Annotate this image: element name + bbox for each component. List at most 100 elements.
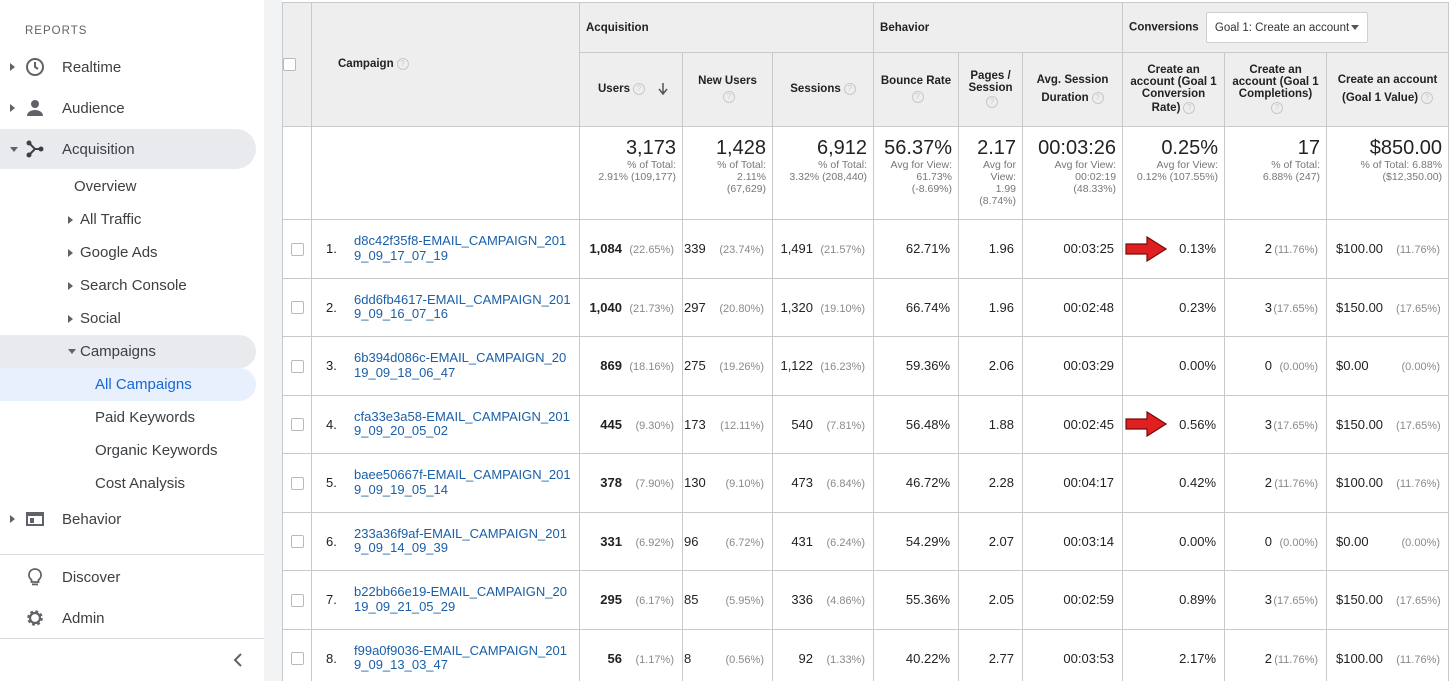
sidebar-item-campaigns[interactable]: Campaigns — [0, 335, 256, 368]
sidebar-item-realtime[interactable]: Realtime — [0, 47, 256, 87]
new-users-value: 130 — [684, 475, 706, 491]
total-caption: Avg for View: — [890, 159, 953, 171]
col-pages-label-1: Pages / — [970, 70, 1011, 83]
totals-row: 3,173 % of Total: 2.91% (109,177) 1,428 … — [282, 126, 1450, 220]
row-checkbox[interactable] — [290, 593, 304, 607]
avg-duration-cell: 00:02:59 — [1022, 570, 1124, 630]
campaign-link[interactable]: baee50667f-EMAIL_CAMPAIGN_2019_09_19_05_… — [354, 467, 571, 497]
conversion-rate-cell: 0.42% — [1122, 453, 1226, 513]
col-bounce-rate[interactable]: Bounce Rate ? — [873, 52, 960, 127]
sidebar-divider — [0, 638, 264, 639]
pages-session-cell: 2.77 — [958, 628, 1024, 681]
table-row: 2. 6dd6fb4617-EMAIL_CAMPAIGN_2019_09_16_0… — [282, 277, 1450, 337]
sidebar-item-audience[interactable]: Audience — [0, 88, 256, 128]
col-new-users[interactable]: New Users ? — [682, 52, 773, 127]
row-select-cell — [282, 277, 312, 337]
row-index: 5. — [326, 475, 337, 491]
sessions-value: 336 — [791, 592, 814, 608]
users-cell: 295 (6.17%) — [579, 570, 683, 630]
sidebar-item-behavior[interactable]: Behavior — [0, 499, 256, 539]
col-goal-value[interactable]: Create an account (Goal 1 Value)? — [1326, 52, 1450, 127]
help-icon[interactable]: ? — [723, 91, 735, 104]
sessions-value: 1,320 — [780, 299, 814, 315]
campaign-link[interactable]: 233a36f9af-EMAIL_CAMPAIGN_2019_09_14_09_… — [354, 525, 567, 556]
campaign-link[interactable]: d8c42f35f8-EMAIL_CAMPAIGN_2019_09_17_07_… — [354, 233, 567, 263]
users-cell: 1,084 (22.65%) — [579, 219, 683, 279]
sidebar-item-paid-keywords[interactable]: Paid Keywords — [0, 401, 256, 434]
sidebar-item-discover[interactable]: Discover — [0, 557, 256, 597]
sessions-pct: (6.84%) — [826, 478, 866, 491]
bounce-rate-cell: 56.48% — [873, 394, 960, 454]
sidebar-item-search-console[interactable]: Search Console — [0, 269, 256, 302]
sidebar-item-label: Search Console — [80, 277, 187, 294]
row-checkbox[interactable] — [290, 301, 304, 315]
avg-duration-cell: 00:03:29 — [1022, 336, 1124, 396]
col-campaign-label: Campaign — [338, 58, 394, 71]
row-checkbox[interactable] — [290, 476, 304, 490]
users-value: 378 — [600, 475, 622, 491]
col-sessions[interactable]: Sessions? — [771, 52, 875, 127]
row-checkbox[interactable] — [290, 418, 304, 432]
goal-value: $100.00 — [1336, 650, 1384, 666]
col-completions[interactable]: Create an account (Goal 1 Completions) ? — [1224, 52, 1328, 127]
caret-right-icon — [68, 215, 73, 224]
users-pct: (22.65%) — [629, 244, 674, 257]
col-users[interactable]: Users? — [579, 52, 683, 127]
help-icon[interactable]: ? — [986, 96, 999, 109]
campaign-link[interactable]: 6b394d086c-EMAIL_CAMPAIGN_2019_09_18_06_… — [354, 350, 567, 380]
col-comp-label-3: Completions) — [1238, 88, 1313, 101]
row-checkbox[interactable] — [290, 652, 304, 666]
sidebar-item-overview[interactable]: Overview — [0, 170, 256, 203]
collapse-sidebar-button[interactable] — [228, 650, 248, 670]
help-icon[interactable]: ? — [632, 83, 645, 96]
sort-descending-icon[interactable] — [658, 83, 668, 96]
reports-section-label: REPORTS — [25, 25, 88, 37]
sidebar-item-all-traffic[interactable]: All Traffic — [0, 203, 256, 236]
bounce-rate-cell: 54.29% — [873, 511, 960, 571]
campaign-link[interactable]: f99a0f9036-EMAIL_CAMPAIGN_2019_09_13_03_… — [354, 642, 567, 673]
total-caption: 0.12% (107.55%) — [1136, 171, 1219, 183]
completions-cell: 0 (0.00%) — [1224, 511, 1328, 571]
col-conversion-rate[interactable]: Create an account (Goal 1 Conversion Rat… — [1122, 52, 1226, 127]
new-users-value: 173 — [684, 416, 706, 432]
red-arrow-icon — [1125, 235, 1168, 262]
campaign-link[interactable]: b22bb66e19-EMAIL_CAMPAIGN_2019_09_21_05_… — [354, 584, 567, 614]
help-icon[interactable]: ? — [1091, 92, 1104, 105]
help-icon[interactable]: ? — [911, 91, 924, 104]
select-all-checkbox[interactable] — [283, 58, 296, 71]
sidebar-item-all-campaigns[interactable]: All Campaigns — [0, 368, 256, 401]
bounce-rate-cell: 66.74% — [873, 277, 960, 337]
conversion-rate-value: 0.00% — [1179, 533, 1217, 549]
completions-pct: (17.65%) — [1273, 595, 1319, 608]
avg-duration-cell: 00:02:45 — [1022, 394, 1124, 454]
col-pages-session[interactable]: Pages / Session ? — [958, 52, 1024, 127]
sidebar-item-acquisition[interactable]: Acquisition — [0, 129, 256, 169]
campaign-link[interactable]: cfa33e3a58-EMAIL_CAMPAIGN_2019_09_20_05_… — [354, 408, 570, 439]
users-cell: 1,040 (21.73%) — [579, 277, 683, 337]
campaign-link[interactable]: 6dd6fb4617-EMAIL_CAMPAIGN_2019_09_16_07_… — [354, 291, 571, 322]
sidebar-item-admin[interactable]: Admin — [0, 598, 256, 638]
help-icon[interactable]: ? — [1183, 102, 1196, 115]
row-checkbox[interactable] — [290, 535, 304, 549]
help-icon[interactable]: ? — [396, 58, 409, 71]
avg-duration-cell: 00:03:14 — [1022, 511, 1124, 571]
total-sessions: 6,912 % of Total: 3.32% (208,440) — [771, 126, 875, 220]
goal-select-dropdown[interactable]: Goal 1: Create an account — [1205, 12, 1368, 43]
help-icon[interactable]: ? — [843, 83, 856, 96]
help-icon[interactable]: ? — [1421, 92, 1434, 105]
sidebar-item-google-ads[interactable]: Google Ads — [0, 236, 256, 269]
col-avg-session-duration[interactable]: Avg. Session Duration? — [1022, 52, 1124, 127]
sessions-cell: 1,320 (19.10%) — [771, 277, 875, 337]
sidebar-item-cost-analysis[interactable]: Cost Analysis — [0, 467, 256, 500]
help-icon[interactable]: ? — [1271, 102, 1284, 115]
total-value: 2.17 — [977, 137, 1017, 159]
row-checkbox[interactable] — [290, 242, 304, 256]
sidebar-item-organic-keywords[interactable]: Organic Keywords — [0, 434, 256, 467]
completions-cell: 2 (11.76%) — [1224, 628, 1328, 681]
completions-pct: (17.65%) — [1273, 419, 1319, 432]
pages-session-cell: 1.88 — [958, 394, 1024, 454]
sidebar-item-social[interactable]: Social — [0, 302, 256, 335]
row-checkbox[interactable] — [290, 359, 304, 373]
goal-value: $0.00 — [1336, 358, 1369, 374]
col-campaign[interactable]: Campaign? — [311, 2, 580, 127]
